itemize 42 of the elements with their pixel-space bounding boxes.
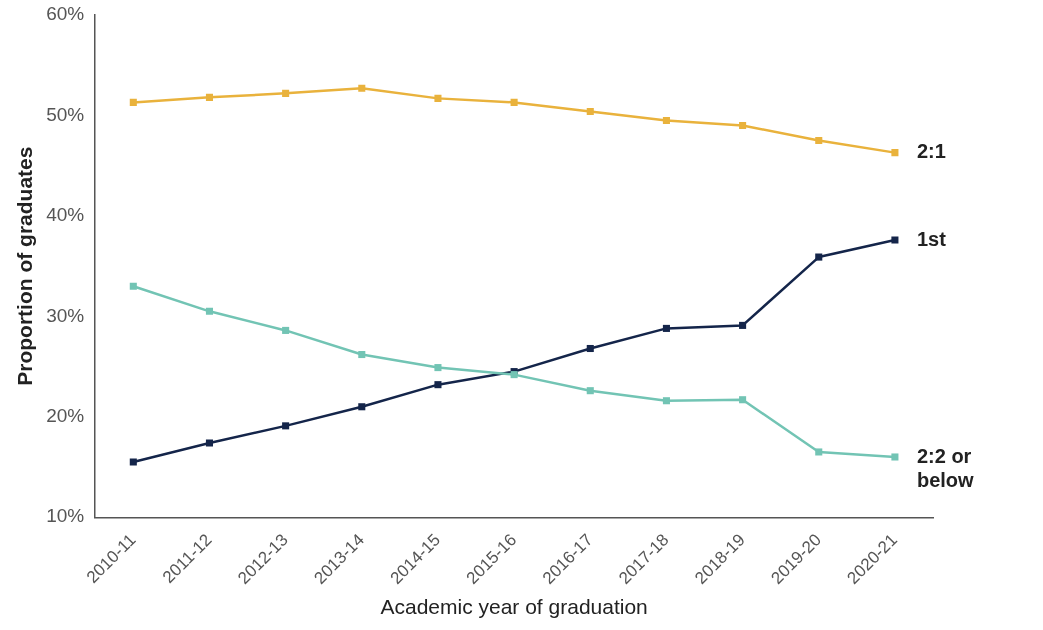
- point: [434, 381, 442, 389]
- point: [586, 107, 594, 115]
- y-tick-label: 50%: [46, 103, 85, 125]
- series-label: 2:1: [916, 140, 946, 163]
- point: [586, 344, 594, 353]
- point: [129, 282, 137, 290]
- point: [586, 387, 594, 395]
- point: [662, 397, 670, 405]
- point: [205, 307, 214, 315]
- y-axis-title: Proportion of graduates: [13, 146, 37, 386]
- point: [815, 448, 823, 456]
- x-axis-title: Academic year of graduation: [380, 595, 648, 619]
- y-tick-label: 30%: [46, 304, 85, 326]
- point: [662, 116, 670, 125]
- point: [739, 121, 747, 130]
- point: [891, 149, 899, 157]
- point: [510, 98, 518, 106]
- point: [129, 98, 137, 106]
- series-label: 2:2 or below: [916, 444, 975, 491]
- y-tick-label: 10%: [46, 505, 85, 527]
- point: [739, 321, 747, 329]
- point: [891, 453, 899, 461]
- point: [891, 236, 899, 244]
- point: [358, 403, 366, 411]
- point: [662, 324, 670, 332]
- point: [205, 93, 214, 101]
- point: [205, 439, 214, 447]
- series-label: 1st: [916, 227, 947, 250]
- y-tick-label: 60%: [46, 3, 85, 25]
- point: [434, 94, 442, 102]
- y-tick-label: 40%: [46, 204, 85, 226]
- point: [282, 89, 290, 97]
- point: [129, 458, 137, 466]
- point: [434, 364, 442, 372]
- y-tick-label: 20%: [46, 405, 85, 427]
- point: [815, 253, 823, 261]
- point: [358, 350, 366, 359]
- point: [282, 422, 290, 430]
- point: [358, 84, 366, 92]
- point: [815, 137, 823, 145]
- point: [739, 396, 747, 404]
- point: [282, 326, 290, 334]
